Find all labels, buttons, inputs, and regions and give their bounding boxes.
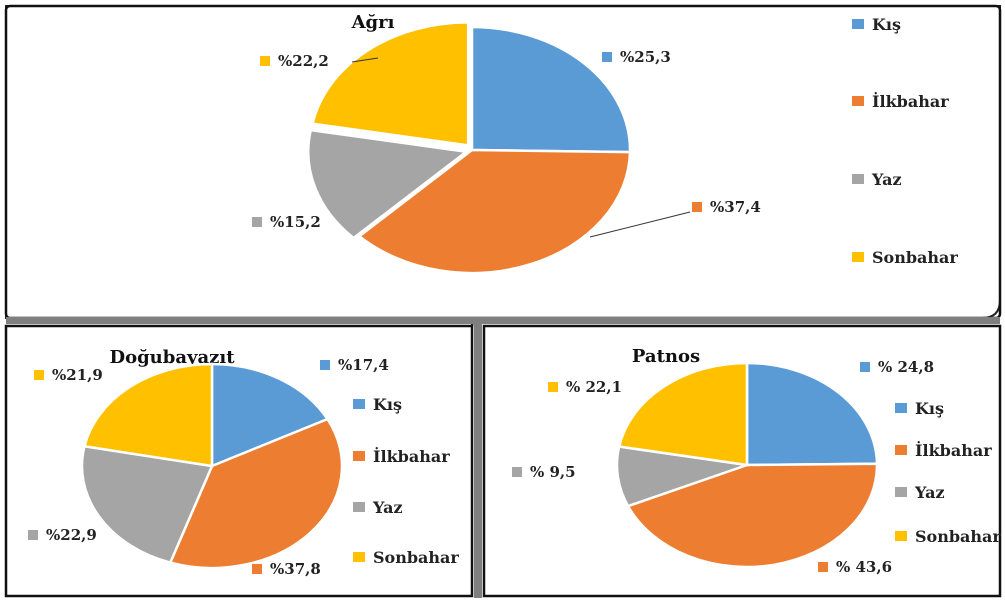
legend-swatch (852, 96, 864, 106)
leader-line (351, 57, 379, 63)
chart-title: Doğubayazıt (109, 347, 235, 368)
legend-label: Yaz (372, 498, 403, 517)
data-label-marker (692, 202, 702, 212)
data-label-marker (548, 382, 558, 392)
legend-swatch (353, 399, 365, 409)
bottom-right-panel-border (482, 324, 1002, 598)
panel-divider-vertical (474, 320, 482, 598)
data-label-marker (512, 467, 522, 477)
pie-slice-3 (80, 444, 214, 565)
legend-label: İlkbahar (872, 91, 949, 111)
pie-slice-3 (307, 128, 470, 240)
panel-divider-horizontal (6, 317, 1000, 324)
data-label: %22,9 (46, 526, 97, 544)
data-label: %37,8 (270, 560, 321, 578)
pie-chart-agri: Ağrı %25,3 %37,4 %15,2 %22,2 Kış İlkbahar Yaz… (252, 12, 958, 275)
pie-slice-2 (168, 417, 344, 570)
legend-swatch (895, 531, 907, 541)
pie-slice-2 (357, 148, 632, 275)
data-label: % 24,8 (878, 358, 934, 376)
legend-swatch (852, 19, 864, 29)
leader-line (589, 211, 691, 238)
legend-label: Yaz (871, 170, 902, 189)
legend-label: Sonbahar (915, 527, 1001, 546)
data-label: %21,9 (52, 366, 103, 384)
legend-swatch (353, 552, 365, 562)
data-label: %25,3 (620, 48, 671, 66)
pie-slice-4 (311, 21, 470, 147)
data-label-marker (602, 52, 612, 62)
legend-swatch (852, 252, 864, 262)
pie-slice-4 (617, 361, 749, 467)
data-label: % 43,6 (836, 558, 892, 576)
data-label-marker (860, 362, 870, 372)
legend-label: Sonbahar (373, 548, 459, 567)
data-label-marker (260, 56, 270, 66)
pie-slice-1 (210, 362, 330, 468)
chart-title: Patnos (632, 346, 700, 367)
legend-swatch (353, 451, 365, 461)
legend-label: Kış (872, 15, 901, 34)
legend-swatch (852, 174, 864, 184)
data-label: %22,2 (278, 52, 329, 70)
data-label-marker (818, 562, 828, 572)
legend-swatch (895, 403, 907, 413)
legend-label: İlkbahar (915, 440, 992, 460)
legend-label: İlkbahar (373, 446, 450, 466)
legend-swatch (353, 502, 365, 512)
data-label: % 9,5 (530, 463, 576, 481)
data-label-marker (252, 564, 262, 574)
pie-slice-1 (470, 25, 632, 154)
pie-slice-4 (82, 362, 214, 468)
data-label-marker (252, 217, 262, 227)
data-label: % 22,1 (566, 378, 622, 396)
pie-slice-2 (626, 462, 879, 569)
legend-label: Kış (915, 399, 944, 418)
chart-title: Ağrı (351, 12, 395, 33)
legend-swatch (895, 487, 907, 497)
legend-label: Kış (373, 395, 402, 414)
data-label-marker (34, 370, 44, 380)
data-label-marker (320, 360, 330, 370)
legend-swatch (895, 445, 907, 455)
legend-label: Yaz (914, 483, 945, 502)
legend-label: Sonbahar (872, 248, 958, 267)
data-label-marker (28, 530, 38, 540)
pie-chart-patnos: Patnos % 24,8 % 43,6 % 9,5 % 22,1 Kış İlkbah… (512, 346, 1001, 576)
pie-slice-1 (745, 361, 879, 467)
bottom-left-panel-border (4, 324, 474, 598)
data-label: %37,4 (710, 198, 761, 216)
pie-chart-dogubayazit: Doğubayazıt %17,4 %37,8 %22,9 %21,9 Kış İlkb… (28, 347, 459, 578)
data-label: %17,4 (338, 356, 389, 374)
data-label: %15,2 (270, 213, 321, 231)
